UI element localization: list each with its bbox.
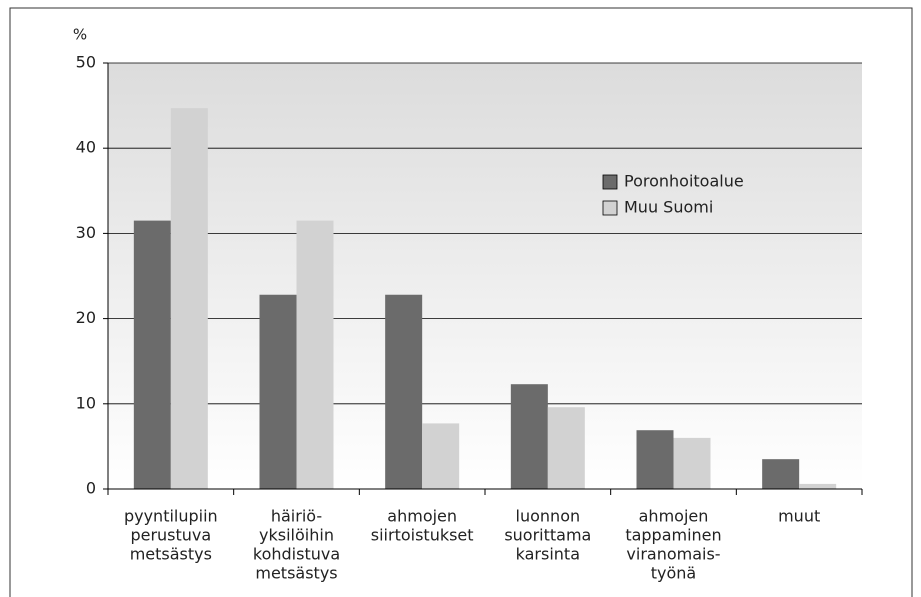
- x-tick-label: kohdistuva: [253, 545, 340, 564]
- y-tick-label: 30: [76, 223, 96, 242]
- x-tick-label: muut: [778, 507, 820, 526]
- bar: [799, 483, 837, 489]
- bar: [422, 423, 460, 489]
- x-tick-label: viranomais-: [626, 545, 720, 564]
- x-tick-label: työnä: [651, 564, 696, 583]
- x-tick-label: luonnon: [516, 507, 581, 526]
- bar: [259, 294, 297, 489]
- legend-label: Poronhoitoalue: [624, 172, 744, 191]
- legend-swatch: [602, 200, 618, 216]
- bar: [296, 220, 334, 489]
- bar: [385, 294, 423, 489]
- x-tick-label: metsästys: [130, 545, 212, 564]
- y-tick-label: 0: [86, 479, 96, 498]
- bar: [170, 108, 208, 489]
- bar: [510, 384, 548, 489]
- y-tick-label: 20: [76, 308, 96, 327]
- plot-area: [108, 63, 862, 489]
- x-tick-label: ahmojen: [639, 507, 709, 526]
- bar: [762, 459, 800, 489]
- x-tick-label: pyyntilupiin: [124, 507, 218, 526]
- legend-label: Muu Suomi: [624, 198, 713, 217]
- x-tick-label: häiriö-: [271, 507, 322, 526]
- x-tick-label: perustuva: [130, 526, 211, 545]
- bar: [636, 430, 674, 489]
- y-tick-label: 50: [76, 53, 96, 72]
- bar: [547, 407, 585, 489]
- frame: [9, 7, 913, 597]
- bar: [133, 220, 171, 489]
- x-tick-label: ahmojen: [387, 507, 457, 526]
- x-tick-label: karsinta: [516, 545, 580, 564]
- y-axis-label: %: [73, 26, 87, 44]
- legend-swatch: [602, 174, 618, 190]
- y-tick-label: 40: [76, 138, 96, 157]
- x-tick-label: tappaminen: [625, 526, 721, 545]
- x-tick-label: suorittama: [504, 526, 591, 545]
- x-tick-label: metsästys: [255, 564, 337, 583]
- x-tick-label: siirtoistukset: [371, 526, 474, 545]
- y-tick-label: 10: [76, 393, 96, 412]
- x-tick-label: yksilöihin: [259, 526, 334, 545]
- bar: [673, 437, 711, 489]
